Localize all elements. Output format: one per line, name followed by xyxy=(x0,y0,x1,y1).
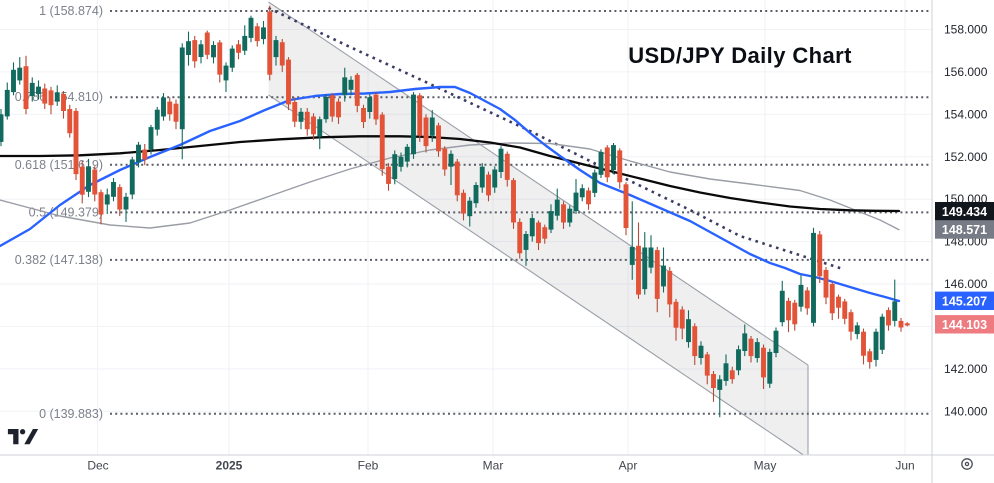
svg-text:Jun: Jun xyxy=(895,459,914,473)
svg-text:158.000: 158.000 xyxy=(944,23,988,37)
svg-text:148.571: 148.571 xyxy=(942,223,987,237)
svg-text:142.000: 142.000 xyxy=(944,362,988,376)
svg-text:146.000: 146.000 xyxy=(944,277,988,291)
svg-text:149.434: 149.434 xyxy=(942,205,987,219)
svg-text:0 (139.883): 0 (139.883) xyxy=(39,407,103,421)
svg-text:156.000: 156.000 xyxy=(944,65,988,79)
svg-text:May: May xyxy=(754,459,777,473)
svg-text:144.103: 144.103 xyxy=(942,318,987,332)
svg-text:140.000: 140.000 xyxy=(944,404,988,418)
svg-text:145.207: 145.207 xyxy=(942,294,987,308)
svg-text:152.000: 152.000 xyxy=(944,150,988,164)
svg-text:Feb: Feb xyxy=(358,459,379,473)
svg-text:Dec: Dec xyxy=(87,459,108,473)
svg-text:0.382 (147.138): 0.382 (147.138) xyxy=(15,253,103,267)
svg-text:USD/JPY Daily Chart: USD/JPY Daily Chart xyxy=(628,43,852,68)
svg-text:Apr: Apr xyxy=(619,459,638,473)
svg-text:2025: 2025 xyxy=(216,459,243,473)
svg-text:Mar: Mar xyxy=(483,459,504,473)
svg-text:154.000: 154.000 xyxy=(944,107,988,121)
svg-text:1 (158.874): 1 (158.874) xyxy=(39,4,103,18)
